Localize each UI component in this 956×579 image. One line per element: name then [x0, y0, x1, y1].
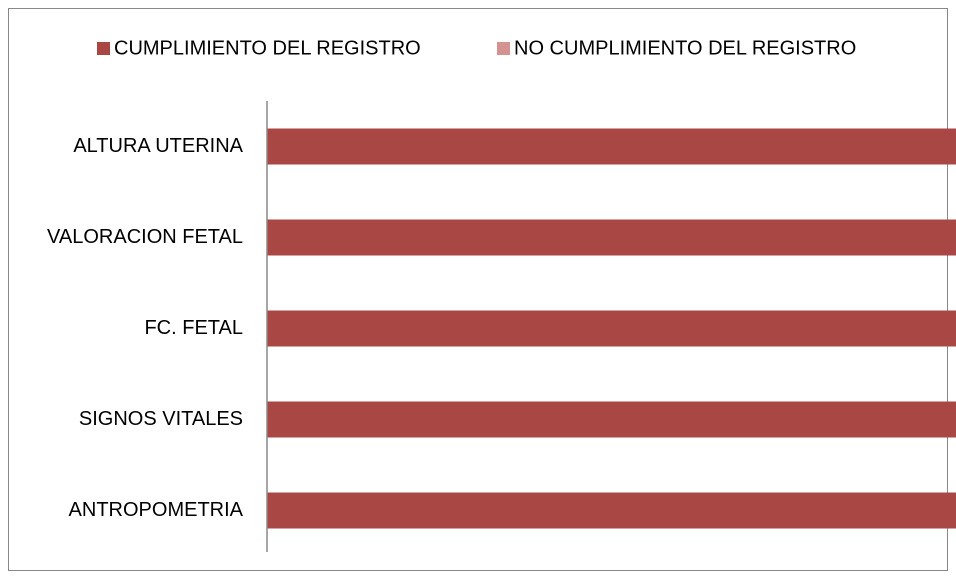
bar-segment — [267, 219, 956, 256]
y-tick-label: VALORACION FETAL — [47, 226, 243, 248]
y-tick-label: ALTURA UTERINA — [73, 135, 243, 157]
y-tick-label: FC. FETAL — [144, 317, 243, 339]
bar-segment — [267, 128, 956, 165]
legend-swatch — [497, 42, 510, 55]
legend-swatch — [97, 42, 110, 55]
legend-label: CUMPLIMIENTO DEL REGISTRO — [114, 37, 421, 59]
bar-segment — [267, 310, 956, 347]
y-tick-label: ANTROPOMETRIA — [69, 499, 244, 521]
bar-segment — [267, 401, 956, 438]
chart-border — [8, 8, 948, 571]
bar-segment — [267, 492, 956, 529]
legend-label: NO CUMPLIMIENTO DEL REGISTRO — [514, 37, 856, 59]
y-tick-label: SIGNOS VITALES — [79, 408, 243, 430]
